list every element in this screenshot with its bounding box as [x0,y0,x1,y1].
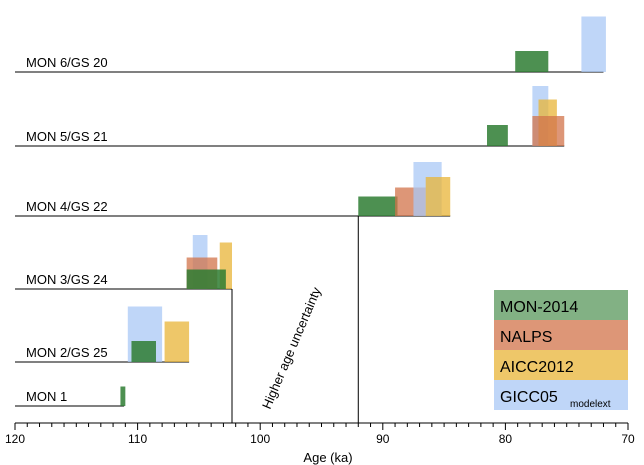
row-mon-3-gs-24: MON 3/GS 24 [15,235,233,290]
row-label: MON 5/GS 21 [26,129,108,144]
row-label: MON 4/GS 22 [26,199,108,214]
x-tick-label: 110 [128,432,147,446]
bar-gicc05 [581,16,606,72]
row-mon-1: MON 1 [15,386,126,407]
legend-label-mon-2014: MON-2014 [500,299,578,316]
bar-mon-2014 [120,386,126,406]
legend-label-aicc2012: AICC2012 [500,359,574,376]
x-tick-label: 120 [5,432,25,446]
legend-label-gicc05: GICC05 [500,389,558,406]
x-tick-label: 70 [621,432,635,446]
legend-label-nalps: NALPS [500,329,552,346]
uncertainty-lines [231,216,359,423]
row-mon-2-gs-25: MON 2/GS 25 [15,306,190,363]
legend-swatch-gicc05 [494,380,628,410]
chart-rows: MON 6/GS 20 MON 5/GS 21 MON 4/GS 22 MON 3/G… [15,16,606,407]
x-tick-label: 90 [376,432,390,446]
bar-nalps [532,116,565,146]
bar-mon-2014 [131,341,156,362]
bar-mon-2014 [358,196,398,216]
legend-swatch-mon-2014 [494,290,628,320]
bar-mon-2014 [186,269,226,289]
bar-mon-2014 [515,51,549,72]
x-tick-label: 100 [250,432,270,446]
legend-swatch-nalps [494,320,628,350]
legend-subscript: modelext [570,399,611,410]
bar-aicc2012 [164,321,190,362]
legend: MON-2014 NALPS AICC2012 GICC05 modelext [494,290,628,410]
row-mon-4-gs-22: MON 4/GS 22 [15,162,451,217]
bar-aicc2012 [425,177,451,216]
row-label: MON 1 [26,389,67,404]
row-label: MON 6/GS 20 [26,55,108,70]
x-tick-label: 80 [499,432,513,446]
row-label: MON 3/GS 24 [26,272,108,287]
x-axis: 120 110 100 90 80 70 [5,422,635,446]
x-axis-label: Age (ka) [303,450,352,465]
legend-swatch-aicc2012 [494,350,628,380]
row-label: MON 2/GS 25 [26,345,108,360]
row-mon-6-gs-20: MON 6/GS 20 [15,16,606,73]
bar-mon-2014 [487,125,508,146]
annotation-higher-age-uncertainty: Higher age uncertainty [259,284,324,411]
row-mon-5-gs-21: MON 5/GS 21 [15,86,565,147]
